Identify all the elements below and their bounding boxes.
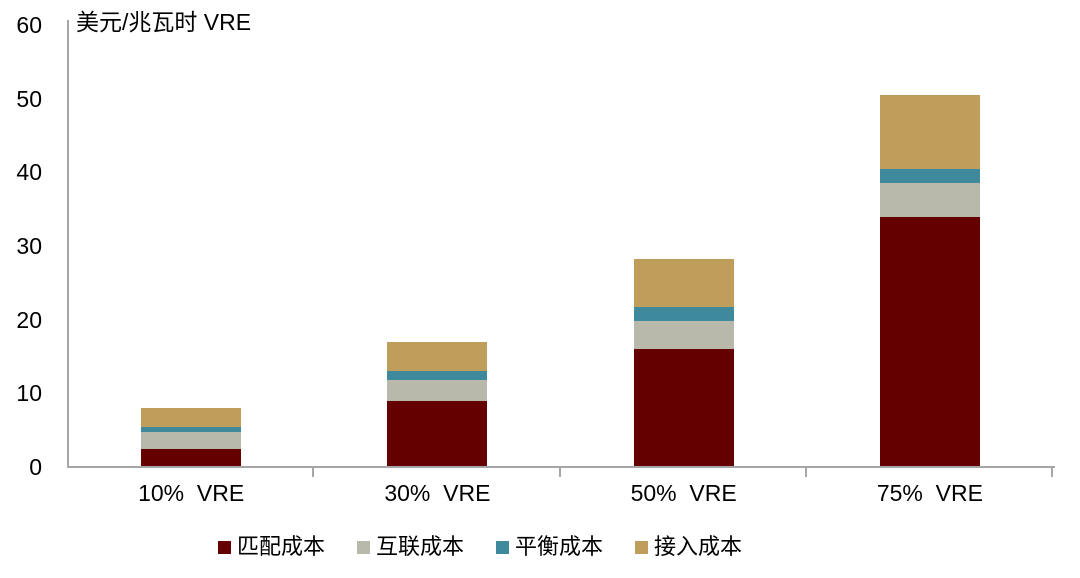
legend-swatch-icon (356, 540, 370, 554)
bar-segment-series-4 (879, 95, 980, 169)
bar-segment-series-3 (633, 307, 734, 322)
bar-3 (633, 258, 734, 467)
x-category-label: 50% VRE (630, 480, 737, 506)
bar-segment-series-4 (141, 408, 242, 428)
bar-segment-series-2 (141, 431, 242, 449)
legend-swatch-icon (635, 540, 649, 554)
x-axis-tick (312, 466, 315, 477)
bar-segment-series-2 (387, 380, 488, 401)
plot-area (68, 25, 1053, 467)
x-category-label: 30% VRE (384, 480, 491, 506)
x-category-label: 10% VRE (138, 480, 245, 506)
y-tick-label: 0 (29, 454, 42, 480)
y-tick-label: 10 (16, 380, 42, 407)
bar-segment-series-4 (387, 341, 488, 372)
x-axis-tick (558, 466, 561, 477)
legend-item-1: 匹配成本 (217, 533, 325, 561)
bar-1 (141, 408, 242, 467)
y-tick-label: 50 (16, 85, 42, 112)
x-axis-line (67, 466, 1055, 468)
y-tick-label: 30 (16, 233, 42, 259)
legend-label: 匹配成本 (236, 534, 325, 559)
legend-label: 互联成本 (375, 534, 464, 559)
y-tick-label: 60 (16, 12, 42, 38)
x-axis-tick (1051, 466, 1053, 477)
bar-segment-series-4 (633, 258, 734, 308)
bar-segment-series-2 (879, 183, 980, 217)
legend-item-3: 平衡成本 (496, 533, 603, 561)
bar-segment-series-3 (879, 168, 980, 184)
y-tick-label: 20 (16, 306, 42, 333)
bar-segment-series-3 (387, 371, 488, 381)
legend-item-2: 互联成本 (356, 533, 464, 561)
bar-4 (879, 95, 980, 467)
x-category-label: 75% VRE (876, 480, 983, 506)
bar-segment-series-1 (633, 349, 734, 467)
x-axis-tick (804, 466, 807, 477)
legend-label: 平衡成本 (515, 534, 604, 559)
bar-segment-series-1 (879, 216, 980, 467)
legend-item-4: 接入成本 (635, 533, 742, 561)
y-tick-label: 40 (16, 159, 42, 186)
bar-segment-series-3 (141, 427, 242, 432)
y-axis-line (67, 20, 69, 467)
legend-swatch-icon (496, 540, 509, 554)
legend-label: 接入成本 (654, 534, 743, 559)
legend: 匹配成本 互联成本 平衡成本 接入成本 (0, 533, 960, 561)
bar-segment-series-1 (141, 448, 242, 467)
bar-segment-series-1 (387, 400, 488, 467)
axis-unit-title: 美元/兆瓦时 VRE (76, 9, 252, 35)
bar-segment-series-2 (633, 321, 734, 350)
legend-swatch-icon (217, 540, 231, 554)
bar-2 (387, 341, 488, 467)
